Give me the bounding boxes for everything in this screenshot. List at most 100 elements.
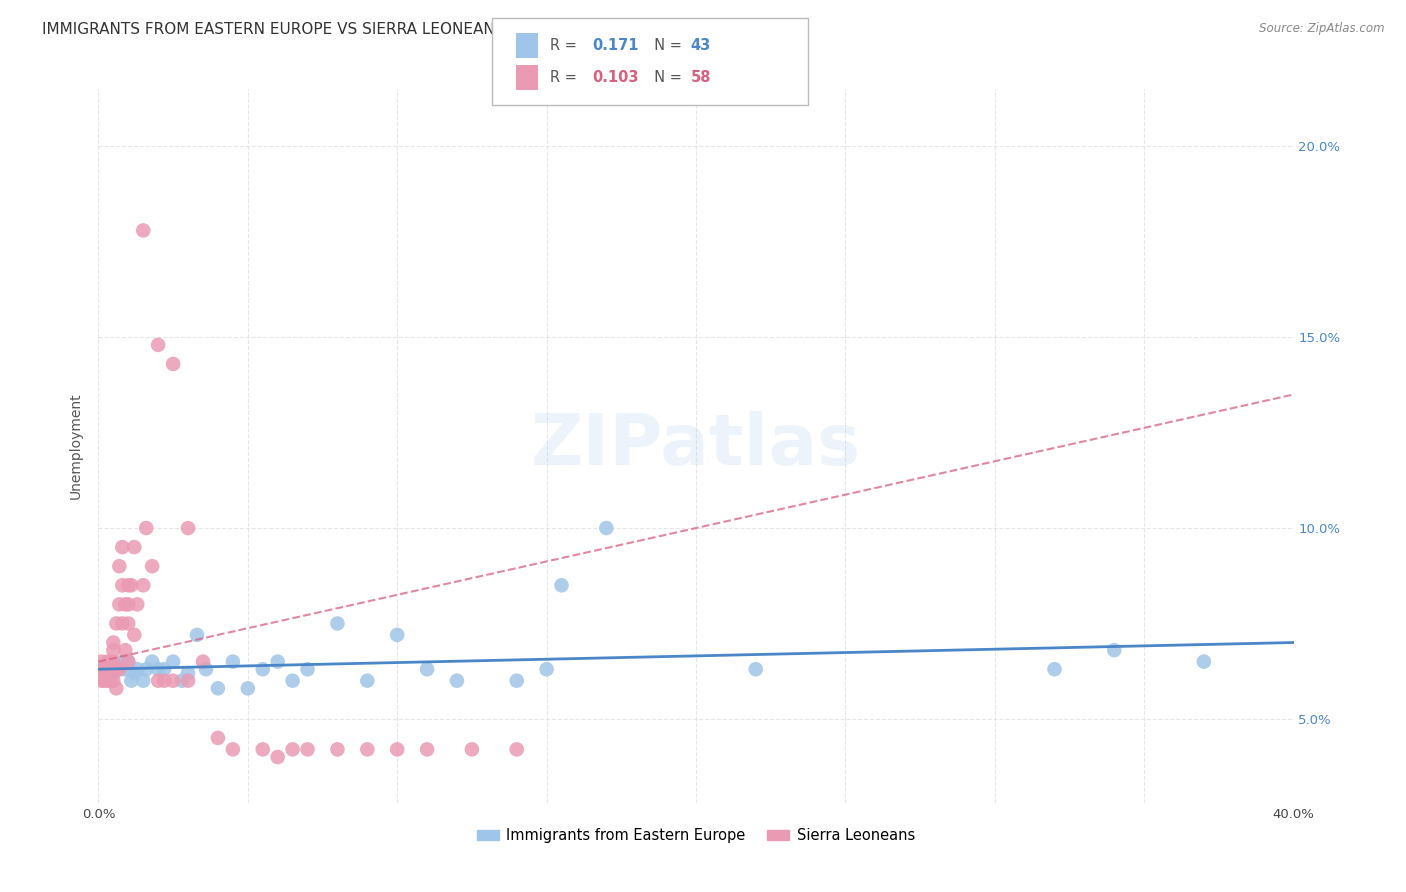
- Point: [207, 731, 229, 745]
- Point: [135, 662, 157, 676]
- Point: [385, 742, 409, 756]
- Point: [135, 521, 157, 535]
- Point: [745, 662, 768, 676]
- Point: [111, 540, 134, 554]
- Point: [90, 673, 112, 688]
- Point: [96, 662, 118, 676]
- Point: [595, 521, 617, 535]
- Point: [267, 655, 290, 669]
- Point: [111, 655, 134, 669]
- Point: [141, 559, 163, 574]
- Point: [114, 598, 136, 612]
- Text: 58: 58: [690, 70, 711, 85]
- Point: [506, 673, 529, 688]
- Point: [105, 616, 128, 631]
- Point: [90, 655, 112, 669]
- Point: [297, 662, 319, 676]
- Point: [93, 662, 115, 676]
- Point: [162, 357, 184, 371]
- Point: [177, 673, 200, 688]
- Text: 0.171: 0.171: [592, 38, 638, 53]
- Point: [117, 598, 139, 612]
- Point: [252, 742, 274, 756]
- Point: [132, 223, 155, 237]
- Point: [236, 681, 259, 696]
- Point: [98, 662, 122, 676]
- Point: [108, 662, 131, 676]
- Text: N =: N =: [645, 38, 688, 53]
- Point: [356, 742, 378, 756]
- Point: [114, 662, 136, 676]
- Point: [385, 628, 409, 642]
- Point: [96, 662, 118, 676]
- Point: [506, 742, 529, 756]
- Point: [108, 662, 131, 676]
- Point: [103, 655, 125, 669]
- Point: [416, 742, 439, 756]
- Point: [281, 742, 304, 756]
- Point: [461, 742, 484, 756]
- Point: [326, 742, 349, 756]
- Point: [446, 673, 468, 688]
- Point: [207, 681, 229, 696]
- Point: [124, 540, 146, 554]
- Point: [105, 662, 128, 676]
- Point: [222, 742, 245, 756]
- Point: [148, 662, 170, 676]
- Point: [117, 578, 139, 592]
- Point: [111, 616, 134, 631]
- Point: [162, 655, 184, 669]
- Point: [281, 673, 304, 688]
- Point: [141, 655, 163, 669]
- Point: [117, 655, 139, 669]
- Point: [222, 655, 245, 669]
- Legend: Immigrants from Eastern Europe, Sierra Leoneans: Immigrants from Eastern Europe, Sierra L…: [471, 822, 921, 849]
- Point: [98, 655, 122, 669]
- Point: [103, 666, 125, 681]
- Point: [96, 673, 118, 688]
- Point: [105, 681, 128, 696]
- Point: [98, 666, 122, 681]
- Point: [162, 673, 184, 688]
- Point: [124, 666, 146, 681]
- Point: [120, 673, 142, 688]
- Point: [416, 662, 439, 676]
- Point: [153, 673, 176, 688]
- Text: R =: R =: [550, 70, 581, 85]
- Point: [177, 521, 200, 535]
- Point: [1104, 643, 1126, 657]
- Point: [108, 598, 131, 612]
- Point: [1192, 655, 1215, 669]
- Point: [148, 673, 170, 688]
- Point: [1043, 662, 1066, 676]
- Text: 0.103: 0.103: [592, 70, 638, 85]
- Point: [117, 655, 139, 669]
- Point: [297, 742, 319, 756]
- Point: [93, 662, 115, 676]
- Point: [326, 616, 349, 631]
- Point: [356, 673, 378, 688]
- Point: [90, 662, 112, 676]
- Point: [98, 673, 122, 688]
- Point: [195, 662, 218, 676]
- Point: [98, 666, 122, 681]
- Text: 43: 43: [690, 38, 710, 53]
- Text: R =: R =: [550, 38, 581, 53]
- Point: [105, 662, 128, 676]
- Text: N =: N =: [645, 70, 688, 85]
- Point: [177, 666, 200, 681]
- Point: [117, 616, 139, 631]
- Point: [114, 643, 136, 657]
- Point: [96, 655, 118, 669]
- Point: [191, 655, 214, 669]
- Point: [108, 559, 131, 574]
- Point: [132, 673, 155, 688]
- Text: IMMIGRANTS FROM EASTERN EUROPE VS SIERRA LEONEAN UNEMPLOYMENT CORRELATION CHART: IMMIGRANTS FROM EASTERN EUROPE VS SIERRA…: [42, 22, 796, 37]
- Point: [267, 750, 290, 764]
- Point: [103, 662, 125, 676]
- Point: [127, 598, 149, 612]
- Point: [172, 673, 194, 688]
- Point: [103, 673, 125, 688]
- Point: [93, 662, 115, 676]
- Point: [127, 662, 149, 676]
